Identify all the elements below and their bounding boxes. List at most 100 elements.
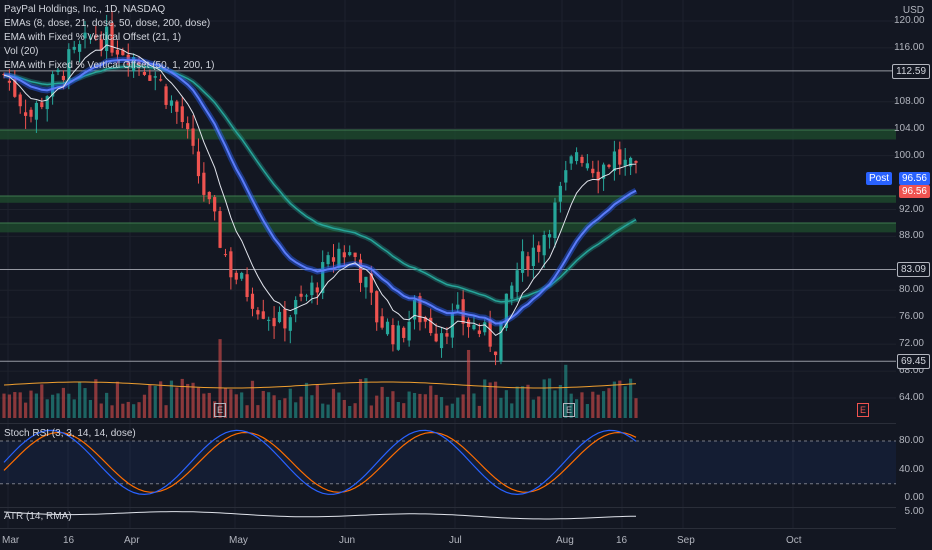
candle-body xyxy=(164,86,168,105)
volume-ma-line xyxy=(3,381,637,389)
volume-bar xyxy=(229,389,233,418)
volume-bar xyxy=(364,378,368,418)
symbol-title[interactable]: PayPal Holdings, Inc., 1D, NASDAQ xyxy=(4,4,166,15)
volume-bar xyxy=(574,399,579,418)
candle-body xyxy=(88,38,93,40)
volume-bar xyxy=(477,405,481,418)
volume-bar xyxy=(115,381,120,418)
candle-body xyxy=(429,317,433,334)
candle-body xyxy=(110,22,114,53)
volume-bar xyxy=(186,383,190,418)
volume-bar xyxy=(466,349,471,418)
volume-bar xyxy=(245,405,249,418)
candle-body xyxy=(607,164,611,167)
atr-legend[interactable]: ATR (14, RMA) xyxy=(4,511,72,522)
price-axis-tick: 92.00 xyxy=(898,203,924,215)
candle-body xyxy=(61,75,66,81)
time-label-jul: Jul xyxy=(449,535,462,546)
volume-bar xyxy=(461,394,465,418)
pane-divider-atr[interactable] xyxy=(0,507,896,508)
volume-bar xyxy=(402,403,406,418)
candle-body xyxy=(331,257,336,262)
candle-body xyxy=(434,333,438,342)
volume-bar xyxy=(304,382,309,418)
candle-body xyxy=(132,57,136,72)
candle-body xyxy=(261,311,265,319)
candle-body xyxy=(591,168,595,174)
candle-body xyxy=(504,293,508,329)
volume-bar xyxy=(580,392,584,418)
volume-bar xyxy=(148,384,152,418)
candle-body xyxy=(601,164,606,179)
earnings-badge-upcoming[interactable]: E xyxy=(857,403,869,417)
volume-bar xyxy=(288,388,292,418)
candle-body xyxy=(67,49,71,83)
candle-body xyxy=(526,256,530,270)
volume-bar xyxy=(607,388,611,418)
volume-bar xyxy=(515,386,519,418)
candle-body xyxy=(618,149,622,165)
candle-body xyxy=(78,44,82,52)
volume-bar xyxy=(267,392,271,418)
price-axis-tick: 100.00 xyxy=(894,149,925,161)
price-axis-tick: 76.00 xyxy=(898,311,924,323)
volume-bar xyxy=(358,379,363,418)
volume-bar xyxy=(169,380,174,418)
volume-bar xyxy=(369,405,373,418)
volume-bar xyxy=(315,384,319,418)
volume-bar xyxy=(456,397,460,418)
post-market-label: Post xyxy=(865,171,892,185)
support-resistance-zone xyxy=(0,130,896,140)
candle-body xyxy=(207,191,211,200)
earnings-badge-aug[interactable]: E xyxy=(563,403,575,417)
volume-bar xyxy=(256,405,260,418)
candle-body xyxy=(175,101,179,112)
candle-body xyxy=(407,321,411,341)
volume-bar xyxy=(261,390,265,418)
candle-body xyxy=(115,49,120,55)
candle-body xyxy=(380,316,384,328)
candle-body xyxy=(580,156,584,163)
volume-bar xyxy=(67,393,71,418)
time-label-16b: 16 xyxy=(616,535,628,546)
ema-legend[interactable]: EMAs (8, dose, 21, dose, 50, dose, 200, … xyxy=(4,18,211,29)
time-label-mar: Mar xyxy=(2,535,20,546)
candle-body xyxy=(364,276,368,288)
volume-bar xyxy=(391,391,395,418)
candle-body xyxy=(623,159,627,166)
candle-body xyxy=(121,50,125,56)
volume-bar xyxy=(342,399,346,418)
volume-legend[interactable]: Vol (20) xyxy=(4,46,39,57)
candle-body xyxy=(299,293,303,297)
candle-body xyxy=(304,295,309,297)
stoch-rsi-legend[interactable]: Stoch RSI (3, 3, 14, 14, dose) xyxy=(4,428,136,439)
ema-offset-50-legend[interactable]: EMA with Fixed % Vertical Offset (50, 1,… xyxy=(4,60,215,71)
earnings-badge-apr[interactable]: E xyxy=(214,403,226,417)
volume-bar xyxy=(2,393,6,418)
volume-bar xyxy=(326,404,330,418)
candle-body xyxy=(142,71,147,75)
candle-body xyxy=(348,252,352,256)
candle-body xyxy=(402,327,406,338)
volume-bar xyxy=(94,379,98,418)
volume-bar xyxy=(612,381,616,418)
volume-bar xyxy=(331,388,336,418)
volume-bar xyxy=(623,386,627,418)
volume-bar xyxy=(51,394,55,418)
volume-bar xyxy=(175,387,179,418)
ema-offset-21-legend[interactable]: EMA with Fixed % Vertical Offset (21, 1) xyxy=(4,32,182,43)
candle-body xyxy=(337,248,341,268)
price-axis-tick: 68.00 xyxy=(898,365,924,377)
volume-bar xyxy=(520,386,525,418)
candle-body xyxy=(472,324,476,330)
candle-body xyxy=(294,299,298,315)
pane-divider-stoch[interactable] xyxy=(0,423,896,424)
candle-body xyxy=(18,94,22,107)
candle-body xyxy=(24,112,28,116)
candle-body xyxy=(56,69,60,73)
level-tag-69: 69.45 xyxy=(896,354,930,370)
stoch-band xyxy=(0,441,896,484)
volume-bar xyxy=(418,393,422,418)
volume-bar xyxy=(537,396,541,418)
